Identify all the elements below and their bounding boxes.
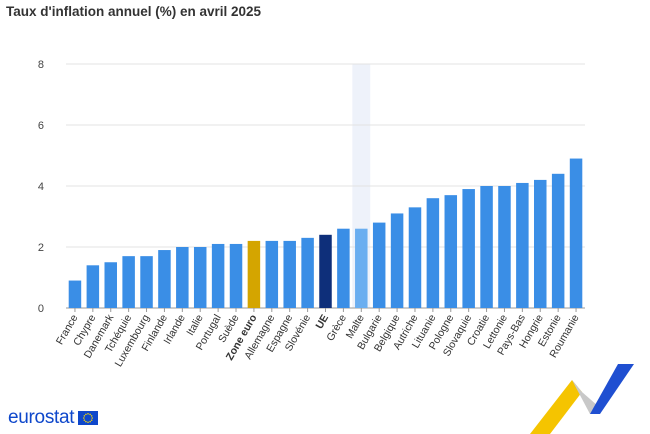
bar-pologne[interactable]	[444, 195, 458, 308]
star-icon	[91, 417, 94, 419]
bar-france[interactable]	[68, 280, 82, 308]
bar-autriche[interactable]	[408, 207, 422, 308]
star-icon	[85, 413, 87, 416]
bar-slovaquie[interactable]	[462, 189, 475, 308]
star-icon	[83, 419, 86, 421]
star-icon	[87, 421, 90, 423]
bar-pays-bas[interactable]	[516, 182, 529, 308]
star-icon	[87, 413, 90, 415]
bar-su-de[interactable]	[229, 243, 243, 308]
bar-estonie[interactable]	[551, 173, 565, 308]
star-icon	[85, 420, 87, 423]
y-tick-label: 2	[38, 242, 44, 254]
logo-text: eurostat	[8, 407, 75, 428]
yellow-chevron-shape	[530, 380, 582, 434]
star-icon	[91, 419, 93, 421]
star-icon	[83, 417, 85, 419]
bar-ue[interactable]	[319, 234, 332, 308]
bar-espagne[interactable]	[283, 240, 296, 308]
chart-title: Taux d'inflation annuel (%) en avril 202…	[6, 4, 262, 19]
bar-croatie[interactable]	[480, 186, 493, 308]
bar-allemagne[interactable]	[265, 240, 279, 308]
decorative-chevron-graphic	[530, 364, 634, 434]
bar-italie[interactable]	[193, 247, 207, 308]
y-tick-label: 6	[38, 120, 44, 132]
bar-malte[interactable]	[355, 228, 368, 308]
bar-layer	[68, 158, 583, 308]
bar-belgique[interactable]	[390, 213, 404, 308]
y-tick-label: 8	[38, 59, 44, 71]
bar-bulgarie[interactable]	[372, 222, 386, 308]
bar-danemark[interactable]	[104, 262, 117, 308]
bar-slov-nie[interactable]	[301, 237, 314, 308]
bar-luxembourg[interactable]	[140, 256, 153, 308]
y-tick-label: 0	[38, 303, 44, 315]
star-icon	[89, 420, 92, 423]
bar-lituanie[interactable]	[426, 198, 440, 308]
bar-portugal[interactable]	[211, 243, 225, 308]
star-icon	[83, 415, 86, 417]
bar-roumanie[interactable]	[569, 158, 583, 308]
bar-hongrie[interactable]	[534, 179, 547, 308]
blue-chevron-shape	[590, 364, 634, 414]
eurostat-logo: eurostat	[8, 407, 99, 429]
grey-chevron-shape	[572, 380, 598, 414]
bar-lettonie[interactable]	[498, 186, 511, 308]
bar-tch-quie[interactable]	[122, 256, 135, 308]
category-label-layer: FranceChypreDanemarkTchéquieLuxembourgFi…	[54, 312, 582, 369]
star-icon	[89, 413, 92, 416]
y-tick-label: 4	[38, 181, 44, 193]
star-icon	[91, 415, 93, 417]
eu-flag-icon	[78, 411, 99, 425]
bar-finlande[interactable]	[158, 250, 171, 308]
bar-zone-euro[interactable]	[247, 240, 261, 308]
bar-chypre[interactable]	[86, 265, 100, 308]
bar-gr-ce[interactable]	[337, 228, 350, 308]
bar-irlande[interactable]	[176, 247, 189, 308]
